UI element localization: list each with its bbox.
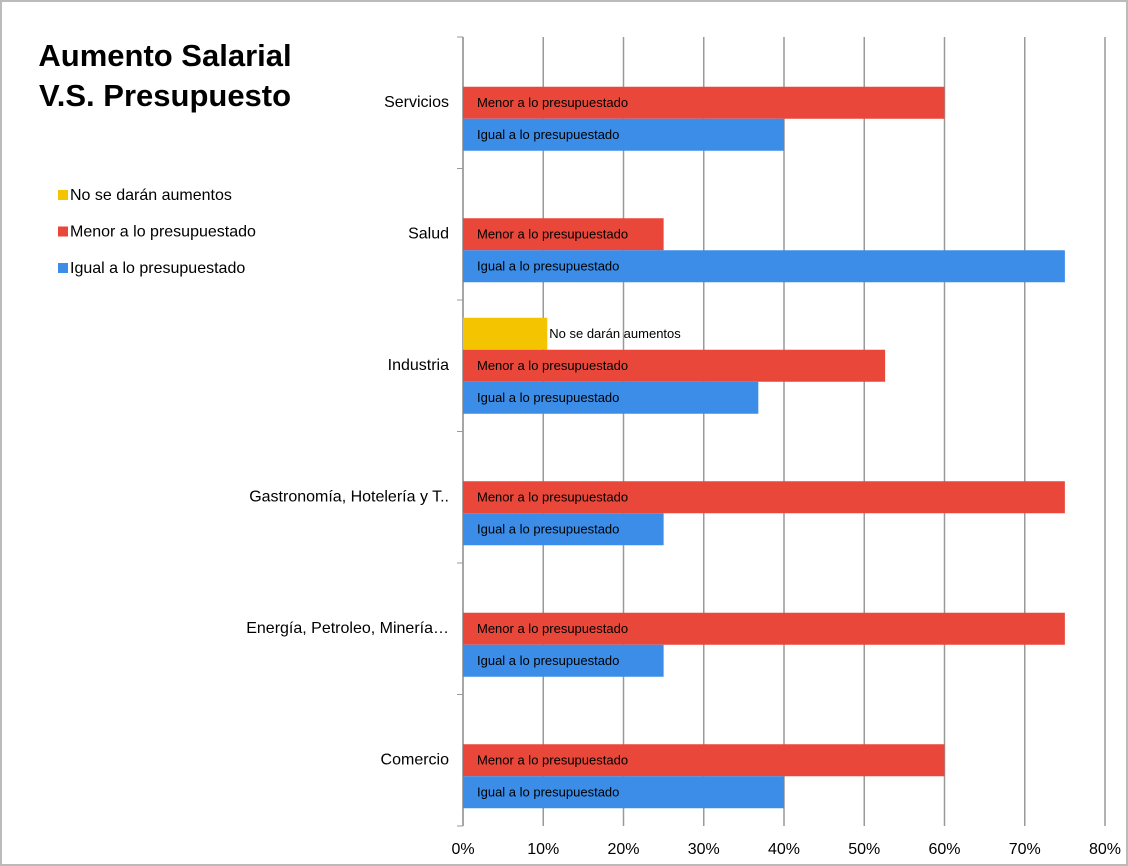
- x-tick-label: 30%: [688, 841, 720, 858]
- bar-label: Igual a lo presupuestado: [477, 785, 619, 800]
- legend-swatch: [58, 263, 68, 273]
- bar: [463, 218, 664, 251]
- y-tick-label: Gastronomía, Hotelería y T..: [249, 488, 449, 505]
- x-tick-label: 80%: [1089, 841, 1121, 858]
- x-tick-label: 10%: [527, 841, 559, 858]
- y-tick-label: Industria: [388, 357, 449, 374]
- legend-label: Igual a lo presupuestado: [70, 260, 245, 277]
- bar: [463, 381, 759, 414]
- bar: [463, 250, 1065, 283]
- bar-label: Igual a lo presupuestado: [477, 653, 619, 668]
- bar-label: Menor a lo presupuestado: [477, 358, 628, 373]
- y-tick-label: Energía, Petroleo, Minería…: [246, 620, 449, 637]
- x-tick-label: 20%: [607, 841, 639, 858]
- x-tick-label: 40%: [768, 841, 800, 858]
- bar: [463, 118, 784, 151]
- legend-label: No se darán aumentos: [70, 187, 232, 204]
- bar: [463, 776, 784, 809]
- bar-label: Igual a lo presupuestado: [477, 259, 619, 274]
- bar: [463, 481, 1065, 514]
- bar: [463, 86, 945, 119]
- bar: [463, 513, 664, 546]
- bar-label: Igual a lo presupuestado: [477, 390, 619, 405]
- x-tick-label: 70%: [1009, 841, 1041, 858]
- bar-label: Igual a lo presupuestado: [477, 522, 619, 537]
- y-tick-label: Comercio: [381, 751, 450, 768]
- bar-label: Menor a lo presupuestado: [477, 95, 628, 110]
- bar: [463, 349, 886, 382]
- bar: [463, 612, 1065, 645]
- x-tick-label: 50%: [848, 841, 880, 858]
- chart-title: Aumento Salarial V.S. Presupuesto: [38, 38, 292, 113]
- bar-label: Menor a lo presupuestado: [477, 490, 628, 505]
- y-tick-label: Servicios: [384, 94, 449, 111]
- bar-label: Menor a lo presupuestado: [477, 227, 628, 242]
- bar-label: No se darán aumentos: [549, 326, 681, 341]
- bar-label: Igual a lo presupuestado: [477, 127, 619, 142]
- bar: [463, 317, 548, 350]
- bar-label: Menor a lo presupuestado: [477, 621, 628, 636]
- x-tick-label: 0%: [451, 841, 474, 858]
- bar-label: Menor a lo presupuestado: [477, 753, 628, 768]
- x-tick-label: 60%: [928, 841, 960, 858]
- legend-label: Menor a lo presupuestado: [70, 224, 256, 241]
- bar: [463, 744, 945, 777]
- legend-swatch: [58, 190, 68, 200]
- legend-swatch: [58, 226, 68, 237]
- bar: [463, 644, 664, 677]
- y-tick-label: Salud: [408, 225, 449, 242]
